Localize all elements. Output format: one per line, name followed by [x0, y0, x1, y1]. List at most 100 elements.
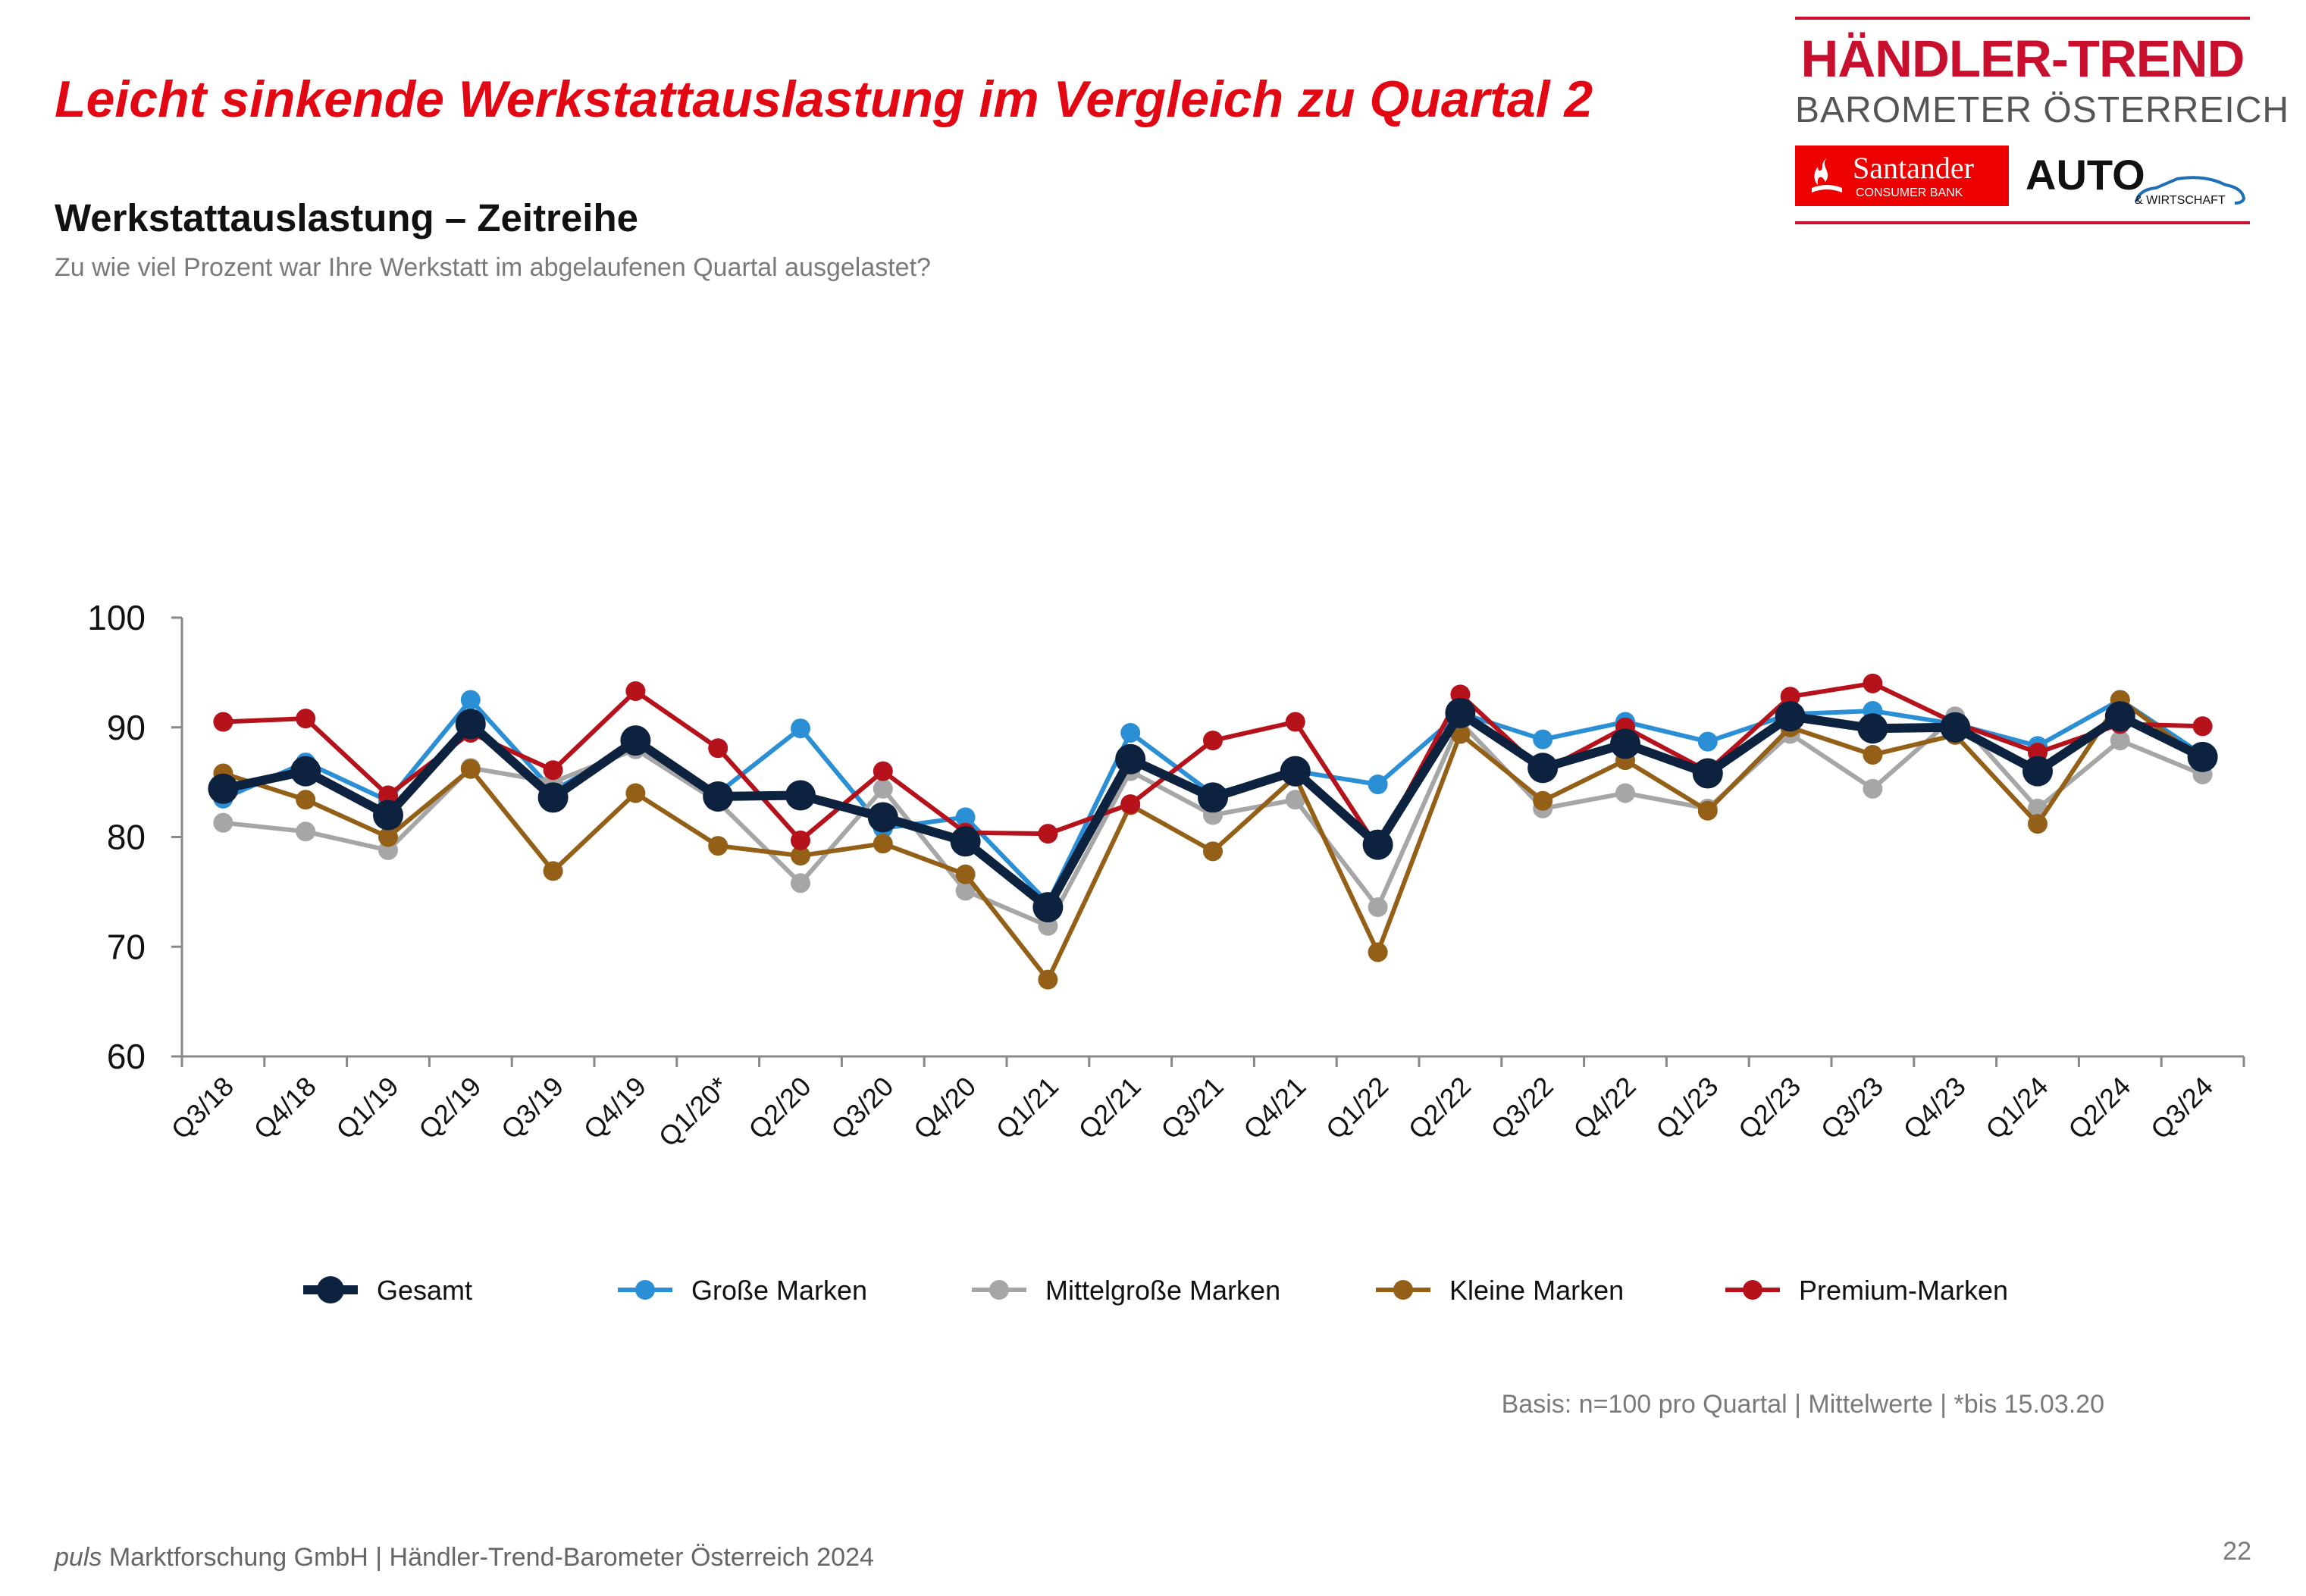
legend-swatch-marker [1743, 1280, 1762, 1300]
x-tick-label: Q2/20 [742, 1071, 816, 1145]
legend-swatch-marker [989, 1280, 1009, 1300]
data-point-gesamt [1940, 712, 1971, 743]
data-point-grosse-marken [1368, 775, 1388, 795]
data-point-kleine-marken [296, 790, 316, 810]
data-point-kleine-marken [1038, 969, 1058, 990]
x-tick-label: Q4/18 [248, 1071, 322, 1145]
data-point-mittelgrosse-marken [873, 778, 893, 799]
chart-legend: Gesamt Große Marken Mittelgroße Marken Klei… [303, 1275, 2008, 1306]
data-point-premium-marken [1120, 794, 1141, 815]
data-point-kleine-marken [1533, 790, 1553, 811]
x-tick-label: Q3/23 [1815, 1071, 1889, 1145]
line-chart: 60 70 80 90 100 Q3/18 Q4/18 Q1/19 Q2/19 Q3/19 Q4/1… [87, 598, 2245, 1306]
chart-subtitle: Werkstattauslastung – Zeitreihe [55, 196, 638, 239]
data-point-mittelgrosse-marken [2110, 731, 2130, 751]
data-point-mittelgrosse-marken [1863, 778, 1883, 799]
data-point-gesamt [1115, 743, 1146, 775]
data-point-gesamt [537, 782, 569, 813]
x-tick-label: Q3/21 [1155, 1071, 1229, 1145]
data-point-kleine-marken [791, 846, 810, 866]
data-point-premium-marken [213, 712, 233, 732]
data-point-kleine-marken [1368, 942, 1388, 962]
data-point-premium-marken [2192, 716, 2213, 737]
data-point-grosse-marken [955, 807, 976, 828]
x-tick-label: Q1/20* [653, 1071, 735, 1153]
data-point-kleine-marken [955, 864, 976, 884]
data-point-mittelgrosse-marken [955, 881, 976, 901]
y-tick-label: 60 [107, 1037, 146, 1076]
data-point-gesamt [1280, 756, 1311, 787]
footer-text: puls Marktforschung GmbH | Händler-Trend… [55, 1543, 874, 1573]
data-point-kleine-marken [460, 759, 481, 779]
partner-logo-subtitle: & WIRTSCHAFT [2135, 194, 2226, 207]
data-point-gesamt [290, 756, 321, 787]
legend-swatch-marker [635, 1280, 655, 1300]
data-point-premium-marken [543, 760, 563, 781]
footer-brand: puls [55, 1543, 102, 1572]
logo-brand-sub: BAROMETER ÖSTERREICH [1795, 90, 2290, 130]
page-number: 22 [2223, 1537, 2251, 1566]
x-tick-label: Q4/19 [578, 1071, 652, 1145]
data-point-premium-marken [708, 738, 728, 759]
x-tick-label: Q2/19 [412, 1071, 487, 1145]
data-point-grosse-marken [1697, 731, 1718, 752]
data-point-gesamt [2022, 756, 2053, 787]
x-tick-label: Q3/18 [165, 1071, 240, 1145]
legend-item-gesamt: Gesamt [303, 1275, 472, 1306]
data-point-premium-marken [625, 681, 646, 701]
x-tick-label: Q4/23 [1897, 1071, 1972, 1145]
data-point-gesamt [1032, 892, 1064, 923]
data-point-premium-marken [1780, 687, 1800, 707]
logo-top-rule [1795, 17, 2250, 20]
logo-brand: HÄNDLER-TREND [1800, 30, 2245, 88]
x-tick-label: Q1/19 [330, 1071, 404, 1145]
data-point-kleine-marken [708, 836, 728, 856]
data-point-kleine-marken [1203, 841, 1223, 862]
data-point-gesamt [1692, 758, 1723, 789]
x-tick-label: Q4/20 [907, 1071, 982, 1145]
data-point-kleine-marken [625, 783, 646, 803]
x-tick-label: Q2/22 [1402, 1071, 1477, 1145]
data-point-gesamt [2187, 741, 2218, 772]
data-point-premium-marken [296, 709, 316, 729]
series-gesamt [208, 697, 2218, 923]
x-tick-label: Q1/24 [1979, 1071, 2054, 1145]
data-point-premium-marken [1038, 824, 1058, 844]
data-point-gesamt [1445, 697, 1476, 728]
data-point-gesamt [785, 780, 816, 811]
sponsor-name: Santander [1853, 151, 1974, 185]
data-point-premium-marken [1863, 673, 1883, 693]
data-point-kleine-marken [873, 834, 893, 854]
chart-axes: 60 70 80 90 100 Q3/18 Q4/18 Q1/19 Q2/19 Q3/19 Q4/1… [87, 598, 2245, 1153]
x-tick-label: Q3/24 [2145, 1071, 2219, 1145]
data-point-gesamt [867, 802, 898, 833]
x-tick-label: Q4/22 [1567, 1071, 1641, 1145]
footer-source: Marktforschung GmbH | Händler-Trend-Baro… [102, 1543, 874, 1572]
legend-swatch-marker [1393, 1280, 1413, 1300]
legend-item-kleine-marken: Kleine Marken [1376, 1275, 1624, 1306]
x-tick-label: Q1/23 [1650, 1071, 1724, 1145]
x-tick-label: Q2/23 [1732, 1071, 1806, 1145]
data-point-gesamt [373, 800, 403, 831]
car-outline-icon [2135, 176, 2246, 205]
data-point-premium-marken [1203, 731, 1223, 751]
x-tick-label: Q3/20 [825, 1071, 899, 1145]
partner-logo-text: AUTO [2026, 151, 2145, 199]
y-tick-label: 100 [87, 598, 146, 637]
data-point-mittelgrosse-marken [296, 821, 316, 842]
data-point-gesamt [1857, 713, 1888, 744]
x-tick-label: Q2/21 [1073, 1071, 1147, 1145]
x-tick-label: Q2/24 [2062, 1071, 2136, 1145]
data-point-mittelgrosse-marken [213, 812, 233, 833]
data-point-premium-marken [873, 761, 893, 781]
data-point-gesamt [2104, 701, 2135, 732]
data-point-grosse-marken [1120, 722, 1141, 743]
data-point-kleine-marken [378, 827, 398, 847]
data-point-premium-marken [378, 785, 398, 806]
sponsor-subtitle: CONSUMER BANK [1856, 186, 1963, 199]
data-point-gesamt [455, 709, 486, 740]
logo-bottom-rule [1795, 221, 2250, 224]
legend-label: Mittelgroße Marken [1045, 1275, 1280, 1306]
data-point-premium-marken [1285, 712, 1305, 732]
legend-item-grosse-marken: Große Marken [618, 1275, 867, 1306]
